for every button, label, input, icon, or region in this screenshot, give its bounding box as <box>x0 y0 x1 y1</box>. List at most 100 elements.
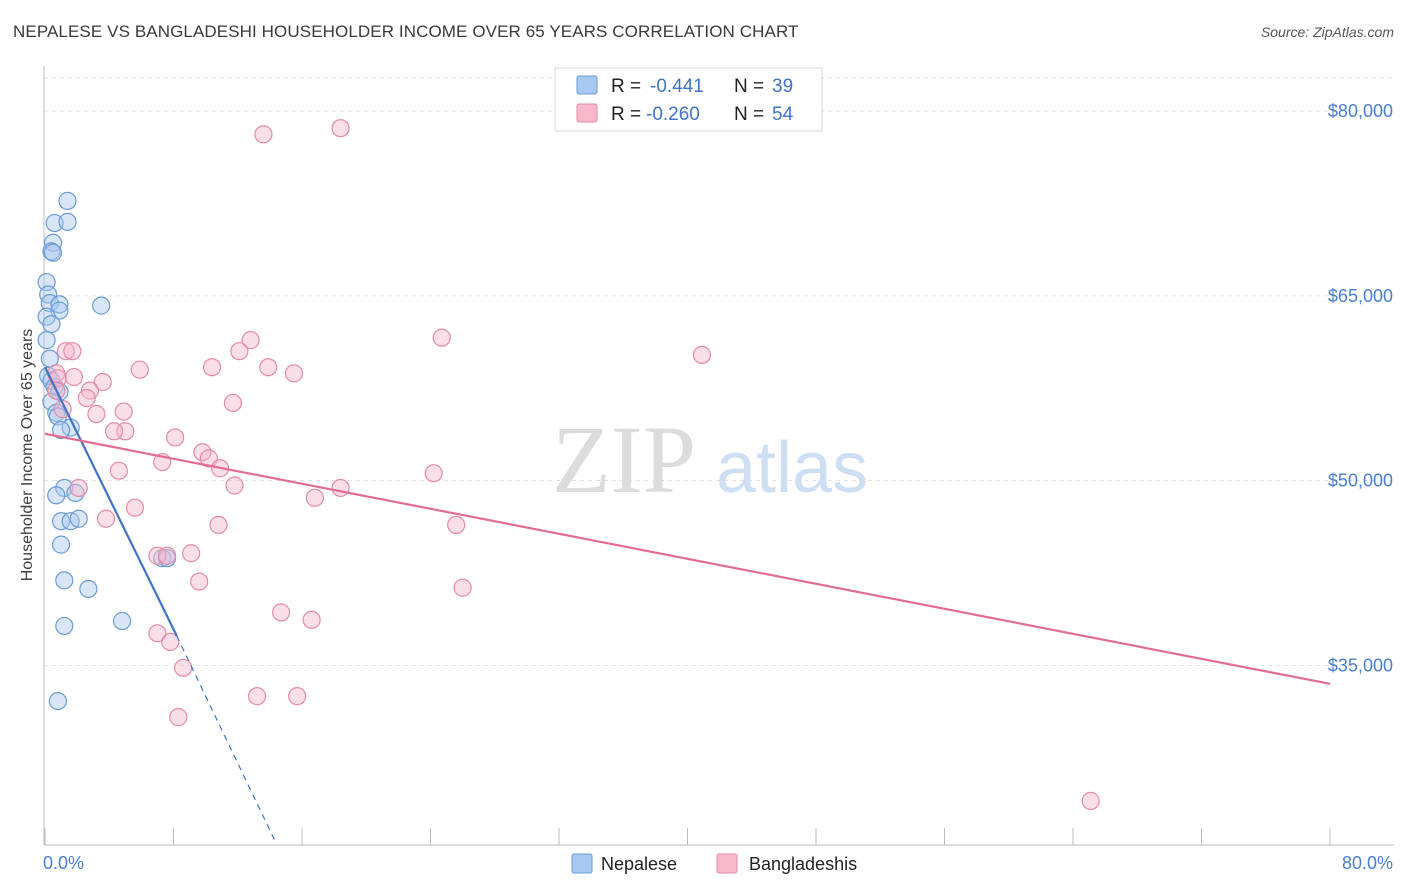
data-point-nepalese <box>51 535 71 554</box>
stats-r-label-bangladeshis: R = <box>611 104 641 125</box>
data-point-bangladeshis <box>63 342 82 361</box>
data-point-bangladeshis <box>241 331 260 350</box>
data-point-nepalese <box>43 243 63 262</box>
y-tick-label: $50,000 <box>1328 471 1393 491</box>
y-tick-label: $35,000 <box>1328 655 1393 675</box>
data-point-nepalese <box>48 691 67 711</box>
axes <box>43 66 1394 846</box>
data-point-bangladeshis <box>87 404 106 424</box>
data-point-bangladeshis <box>114 402 133 421</box>
data-point-nepalese <box>51 420 71 440</box>
data-point-bangladeshis <box>254 125 273 144</box>
gridlines <box>44 77 1394 666</box>
data-point-bangladeshis <box>284 364 304 383</box>
data-point-bangladeshis <box>223 393 243 413</box>
y-tick-label: $65,000 <box>1328 286 1393 306</box>
data-point-nepalese <box>58 191 77 210</box>
data-point-bangladeshis <box>272 603 291 622</box>
data-point-bangladeshis <box>190 572 209 591</box>
data-point-nepalese <box>66 483 85 502</box>
data-point-bangladeshis <box>230 342 249 361</box>
stats-n-value-nepalese: 39 <box>772 76 793 97</box>
stats-swatch-nepalese <box>576 75 598 95</box>
data-point-nepalese <box>47 486 66 505</box>
legend: Nepalese Bangladeshis <box>571 853 857 874</box>
data-point-bangladeshis <box>259 358 278 377</box>
data-point-bangladeshis <box>157 546 177 565</box>
data-point-bangladeshis <box>96 509 116 528</box>
source-label: Source: ZipAtlas.com <box>1260 24 1394 40</box>
data-point-nepalese <box>42 314 61 334</box>
data-point-bangladeshis <box>169 708 188 727</box>
data-point-bangladeshis <box>209 515 228 535</box>
data-point-nepalese <box>153 549 172 568</box>
watermark-zip: ZIP <box>552 406 696 513</box>
stats-r-value-nepalese: -0.441 <box>650 76 704 97</box>
data-point-nepalese <box>45 213 64 233</box>
data-point-bangladeshis <box>69 478 88 498</box>
data-point-bangladeshis <box>182 544 201 563</box>
data-point-bangladeshis <box>692 345 712 364</box>
legend-swatch-nepalese <box>571 853 593 874</box>
data-point-bangladeshis <box>148 546 167 565</box>
legend-label-bangladeshis: Bangladeshis <box>749 854 857 874</box>
stats-n-label-bangladeshis: N = <box>734 104 764 125</box>
data-point-bangladeshis <box>104 422 124 441</box>
data-point-bangladeshis <box>174 658 193 677</box>
data-point-nepalese <box>55 616 74 636</box>
data-point-bangladeshis <box>225 476 244 495</box>
data-point-nepalese <box>37 331 56 350</box>
data-point-nepalese <box>92 296 111 315</box>
data-point-nepalese <box>40 294 59 313</box>
stats-n-value-bangladeshis: 54 <box>772 104 794 125</box>
data-point-bangladeshis <box>166 428 185 447</box>
x-tick-label: 0.0% <box>43 853 84 873</box>
data-point-bangladeshis <box>77 388 96 408</box>
stats-n-label-nepalese: N = <box>734 76 764 97</box>
data-point-bangladeshis <box>302 610 321 629</box>
data-point-bangladeshis <box>247 687 267 706</box>
data-point-bangladeshis <box>64 367 84 387</box>
correlation-stats-box: R = -0.441 N = 39 R = -0.260 N = 54 <box>554 67 823 132</box>
data-point-bangladeshis <box>56 342 75 361</box>
y-axis-label: Householder Income Over 65 years <box>19 329 36 582</box>
data-point-bangladeshis <box>331 478 350 498</box>
data-point-bangladeshis <box>202 358 222 377</box>
chart-title: NEPALESE VS BANGLADESHI HOUSEHOLDER INCO… <box>13 22 799 41</box>
y-tick-labels: $80,000 $65,000 $50,000 $35,000 <box>1328 101 1393 675</box>
y-tick-label: $80,000 <box>1328 101 1393 121</box>
data-point-nepalese <box>79 579 98 599</box>
data-point-bangladeshis <box>288 687 307 706</box>
data-point-bangladeshis <box>424 464 443 483</box>
watermark-atlas: atlas <box>716 428 868 508</box>
data-point-nepalese <box>50 295 69 314</box>
data-point-bangladeshis <box>1081 791 1100 810</box>
data-point-bangladeshis <box>432 328 451 347</box>
data-point-bangladeshis <box>453 578 472 597</box>
data-point-bangladeshis <box>109 461 128 480</box>
trend-line-bangladeshis <box>44 432 1331 685</box>
stats-r-label-nepalese: R = <box>611 76 641 97</box>
data-point-bangladeshis <box>130 360 149 379</box>
data-point-bangladeshis <box>93 372 112 392</box>
trend-lines <box>44 366 1331 841</box>
data-point-bangladeshis <box>161 632 180 652</box>
x-tick-labels: 0.0% 80.0% <box>43 853 1393 873</box>
stats-swatch-bangladeshis <box>576 103 598 123</box>
data-point-nepalese <box>69 509 88 528</box>
data-point-nepalese <box>58 212 77 231</box>
data-point-nepalese <box>51 512 71 531</box>
data-point-nepalese <box>112 611 132 631</box>
legend-label-nepalese: Nepalese <box>601 854 677 874</box>
x-tick-label: 80.0% <box>1342 853 1393 873</box>
data-point-nepalese <box>55 571 74 590</box>
watermark: ZIP atlas <box>552 406 868 513</box>
data-point-bangladeshis <box>305 488 324 507</box>
data-point-bangladeshis <box>331 119 350 138</box>
stats-r-value-bangladeshis: -0.260 <box>646 104 700 125</box>
trend-line-nepalese <box>44 366 178 637</box>
data-point-bangladeshis <box>447 515 466 535</box>
stats-box-frame <box>554 67 823 132</box>
legend-swatch-bangladeshis <box>716 853 738 874</box>
